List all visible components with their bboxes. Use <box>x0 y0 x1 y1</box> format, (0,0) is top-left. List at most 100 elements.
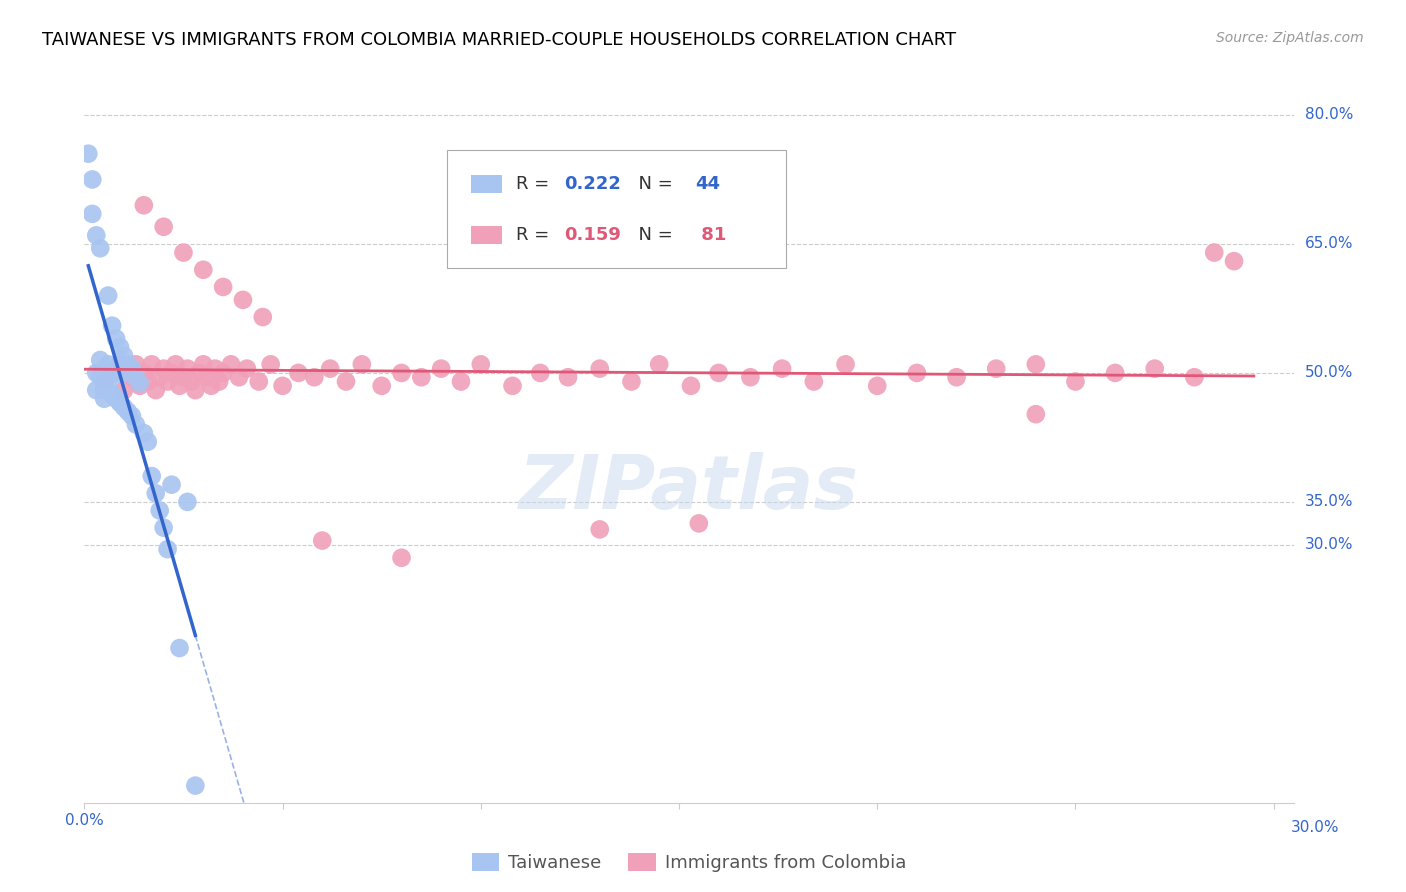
Point <box>247 375 270 389</box>
Point <box>125 357 148 371</box>
Point <box>160 477 183 491</box>
Point <box>1025 407 1047 421</box>
Point <box>740 370 762 384</box>
Text: 0.159: 0.159 <box>564 227 621 244</box>
FancyBboxPatch shape <box>447 150 786 268</box>
Point <box>430 361 453 376</box>
Point <box>105 392 128 406</box>
Point <box>193 357 215 371</box>
Point <box>101 366 124 380</box>
Point <box>193 262 215 277</box>
Point <box>945 370 967 384</box>
Point <box>93 375 115 389</box>
Point <box>149 370 172 384</box>
Point <box>89 353 111 368</box>
Point <box>145 486 167 500</box>
Point <box>121 409 143 423</box>
Point <box>128 376 150 391</box>
Point <box>108 340 131 354</box>
Point <box>866 379 889 393</box>
Point <box>125 370 148 384</box>
Text: N =: N = <box>627 227 679 244</box>
Point <box>470 357 492 371</box>
Point <box>82 172 104 186</box>
Point <box>93 375 115 389</box>
Point <box>1223 254 1246 268</box>
Point <box>188 366 211 380</box>
Point <box>260 357 283 371</box>
Text: 35.0%: 35.0% <box>1305 494 1353 509</box>
Point <box>77 146 100 161</box>
Point <box>287 366 309 380</box>
Point <box>84 383 107 397</box>
Text: 80.0%: 80.0% <box>1305 108 1353 122</box>
Point <box>101 366 124 380</box>
Text: 44: 44 <box>695 176 720 194</box>
Point <box>152 361 174 376</box>
Text: 0.222: 0.222 <box>564 176 621 194</box>
Point <box>108 357 131 371</box>
Point <box>136 375 159 389</box>
Point <box>101 387 124 401</box>
Point <box>136 434 159 449</box>
Point <box>450 375 472 389</box>
Point <box>304 370 326 384</box>
Text: 30.0%: 30.0% <box>1305 537 1353 552</box>
Point <box>228 370 250 384</box>
Point <box>141 357 163 371</box>
Point <box>121 370 143 384</box>
Point <box>1064 375 1087 389</box>
Point <box>112 383 135 397</box>
Point <box>156 375 179 389</box>
Point <box>149 503 172 517</box>
Point <box>128 379 150 393</box>
Point <box>200 379 222 393</box>
Point <box>180 375 202 389</box>
Point <box>165 357 187 371</box>
Point <box>252 310 274 324</box>
Point <box>391 550 413 565</box>
Point <box>141 469 163 483</box>
Point <box>184 383 207 397</box>
Point <box>132 198 155 212</box>
Point <box>1184 370 1206 384</box>
Point <box>145 383 167 397</box>
Text: Source: ZipAtlas.com: Source: ZipAtlas.com <box>1216 31 1364 45</box>
Text: ZIPatlas: ZIPatlas <box>519 452 859 525</box>
Point <box>208 375 231 389</box>
Point <box>169 641 191 656</box>
Text: R =: R = <box>516 227 555 244</box>
Point <box>84 228 107 243</box>
Point <box>97 357 120 371</box>
Point <box>648 357 671 371</box>
Point <box>101 318 124 333</box>
Point <box>172 245 194 260</box>
Point <box>172 370 194 384</box>
Point <box>589 522 612 536</box>
Point <box>271 379 294 393</box>
Point <box>82 207 104 221</box>
Point <box>834 357 856 371</box>
Point <box>117 404 139 418</box>
Point <box>93 392 115 406</box>
Point <box>117 357 139 371</box>
Text: 30.0%: 30.0% <box>1291 821 1339 835</box>
Point <box>1104 366 1126 380</box>
Point <box>905 366 928 380</box>
Bar <box>471 176 502 194</box>
Point <box>108 368 131 382</box>
Point <box>391 366 413 380</box>
Point <box>125 417 148 432</box>
Point <box>132 426 155 441</box>
Point <box>589 361 612 376</box>
Point <box>93 383 115 397</box>
Point <box>350 357 373 371</box>
Point <box>236 361 259 376</box>
Point <box>105 332 128 346</box>
Point <box>770 361 793 376</box>
Point <box>160 366 183 380</box>
Point <box>84 366 107 380</box>
Point <box>212 366 235 380</box>
Point <box>1143 361 1166 376</box>
Text: TAIWANESE VS IMMIGRANTS FROM COLOMBIA MARRIED-COUPLE HOUSEHOLDS CORRELATION CHAR: TAIWANESE VS IMMIGRANTS FROM COLOMBIA MA… <box>42 31 956 49</box>
